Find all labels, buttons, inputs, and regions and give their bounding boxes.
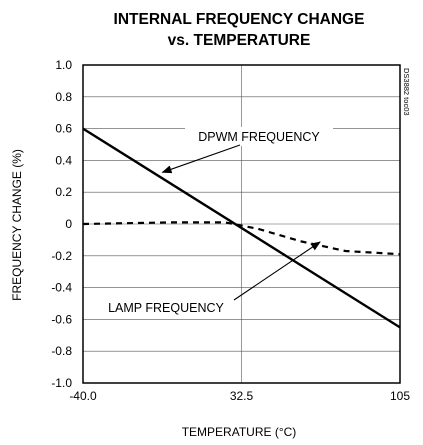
y-tick-label: -0.6: [51, 312, 72, 326]
x-tick-label: 32.5: [230, 389, 254, 403]
plot-frame: [82, 64, 401, 384]
y-tick-label: -1.0: [51, 376, 72, 390]
chart-title: INTERNAL FREQUENCY CHANGE: [114, 11, 365, 28]
annotation-arrow-lamp: [233, 241, 321, 301]
chart-subtitle: vs. TEMPERATURE: [168, 32, 311, 49]
annotation-arrow-dpwm: [161, 144, 241, 174]
figure-tag: DS3882 toc03: [402, 68, 411, 116]
y-tick-label: -0.8: [51, 344, 72, 358]
series-line-dpwm-frequency: [82, 127, 401, 329]
annotations-layer: DPWM FREQUENCY LAMP FREQUENCY: [96, 127, 333, 317]
y-tick-label: 0.8: [55, 90, 72, 104]
x-tick-label: 105: [390, 389, 410, 403]
annotation-bg-dpwm: [185, 127, 333, 146]
y-axis-label: FREQUENCY CHANGE (%): [10, 149, 24, 301]
y-tick-label: -0.2: [51, 249, 72, 263]
x-tick-labels: -40.0 32.5 105: [69, 389, 410, 403]
y-tick-label: -0.4: [51, 281, 72, 295]
y-tick-label: 0.4: [55, 153, 72, 167]
annotation-bg-lamp: [96, 298, 236, 317]
series-line-lamp-frequency: [82, 221, 401, 256]
series-layer: [82, 127, 401, 329]
x-axis-label: TEMPERATURE (°C): [182, 425, 297, 439]
y-tick-labels: 1.0 0.8 0.6 0.4 0.2 0 -0.2 -0.4 -0.6 -0.8 -1.0: [51, 58, 72, 390]
y-tick-label: 0.6: [55, 122, 72, 136]
annotation-dpwm: DPWM FREQUENCY: [198, 130, 320, 144]
annotation-lamp: LAMP FREQUENCY: [108, 301, 224, 315]
y-tick-label: 0.2: [55, 185, 72, 199]
x-tick-label: -40.0: [69, 389, 97, 403]
y-tick-label: 1.0: [55, 58, 72, 72]
y-tick-label: 0: [65, 217, 72, 231]
